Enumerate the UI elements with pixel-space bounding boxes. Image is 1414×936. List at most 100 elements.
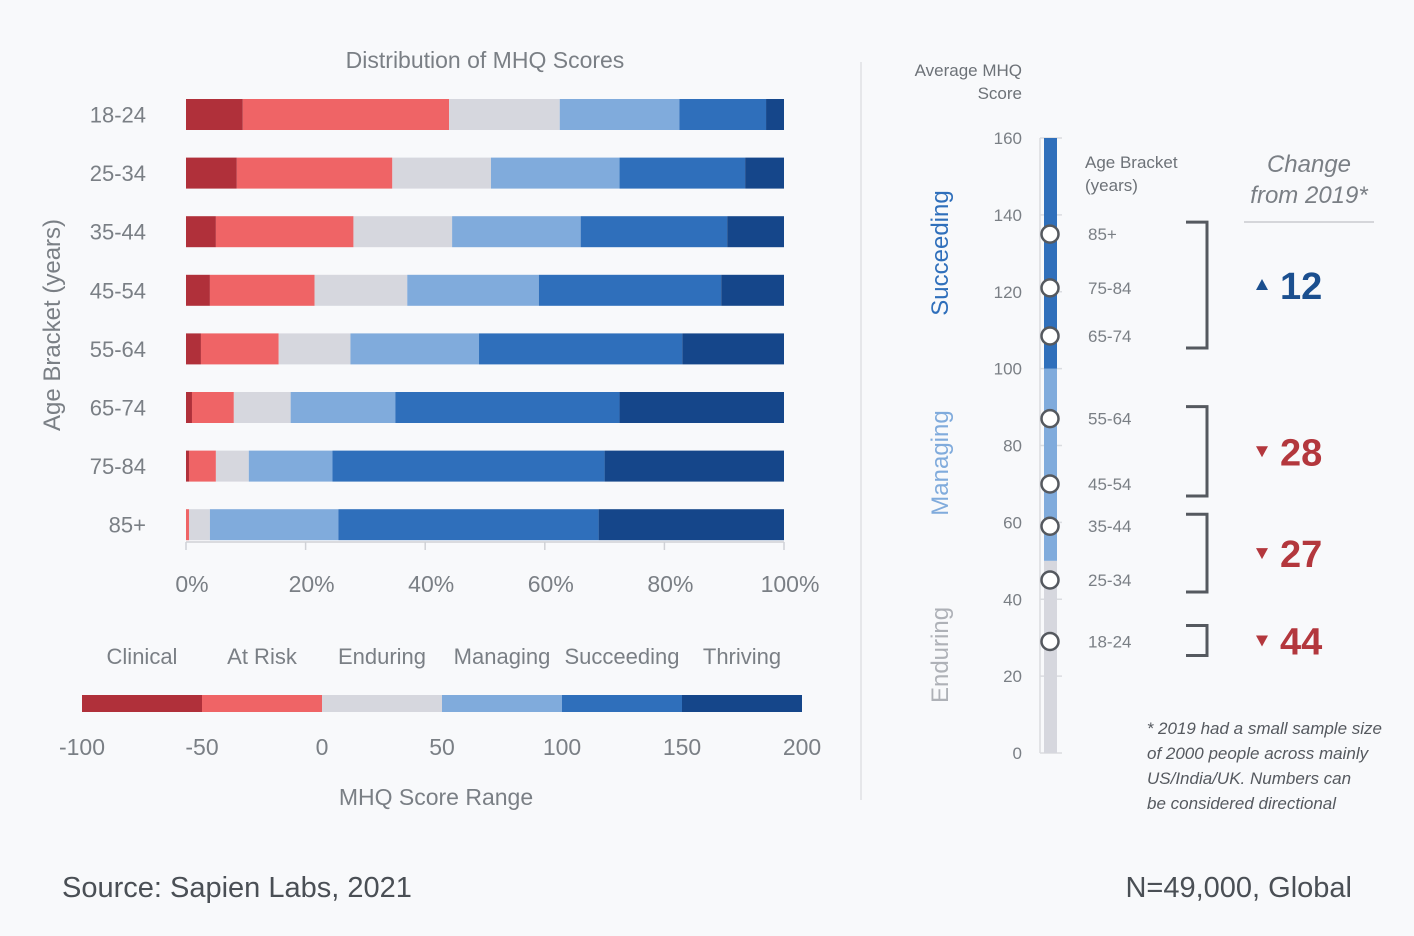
change-value: 44: [1280, 622, 1322, 664]
score-point: [1040, 570, 1060, 590]
bar-segment-managing: [248, 450, 333, 482]
bar-segment-thriving: [766, 99, 784, 130]
y-tick-label: 80: [1003, 437, 1022, 456]
change-bracket: [1186, 512, 1209, 594]
score-point-label: 75-84: [1088, 279, 1131, 298]
age-bracket-label: 35-44: [90, 220, 146, 245]
y-tick-label: 140: [994, 206, 1022, 225]
sample-text: N=49,000, Global: [1125, 872, 1352, 904]
score-point: [1040, 224, 1060, 244]
x-tick-label: 20%: [289, 571, 335, 597]
band-label-enduring: Enduring: [927, 607, 954, 703]
bar-segment-clinical: [186, 99, 243, 130]
dist-ylabel: Age Bracket (years): [39, 219, 66, 431]
score-point: [1040, 516, 1060, 536]
legend-label: Thriving: [703, 644, 781, 669]
score-point-label: 18-24: [1088, 633, 1131, 652]
legend-label: Managing: [454, 644, 551, 669]
dist-title: Distribution of MHQ Scores: [346, 47, 625, 73]
y-tick-label: 60: [1003, 513, 1022, 532]
bar-segment-thriving: [619, 392, 784, 423]
footnote: * 2019 had a small sample size of 2000 p…: [1147, 719, 1382, 813]
bar-segment-clinical: [186, 333, 201, 365]
y-tick-label: 160: [994, 129, 1022, 148]
score-point-label: 45-54: [1088, 475, 1131, 494]
bar-segment-managing: [350, 333, 480, 365]
bar-segment-enduring: [392, 157, 491, 189]
bar-segment-succeeding: [580, 216, 728, 248]
scale-segment-at-risk: [202, 695, 322, 712]
triangle-down-icon: [1256, 635, 1268, 647]
scale-segment-clinical: [82, 695, 202, 712]
score-point-label: 65-74: [1088, 327, 1131, 346]
score-point: [1040, 408, 1060, 429]
y-tick-label: 0: [1013, 744, 1022, 763]
dist-bars: 18-24 25-34 35-44 45-54 55-64 65-74 75-84 85+: [90, 99, 784, 541]
y-tick-label: 40: [1003, 590, 1022, 609]
bar-segment-enduring: [188, 509, 210, 541]
scale-tick-label: 50: [429, 734, 455, 760]
score-point-label: 25-34: [1088, 571, 1131, 590]
bar-segment-at-risk: [188, 450, 216, 482]
scale-tick-label: 150: [663, 734, 701, 760]
bar-segment-succeeding: [332, 450, 605, 482]
age-bracket-label: 65-74: [90, 396, 146, 421]
scale-segment-thriving: [682, 695, 802, 712]
age-bracket-label: 85+: [109, 513, 146, 538]
bar-segment-clinical: [186, 216, 216, 248]
bar-segment-at-risk: [191, 392, 234, 423]
category-legend: Clinical At Risk Enduring Managing Succeedin…: [107, 644, 782, 669]
bar-segment-managing: [407, 274, 539, 306]
score-range-label: MHQ Score Range: [339, 784, 533, 810]
bar-segment-enduring: [278, 333, 351, 365]
avg-y-axis: 0 20 40 60 80 100 120 140 160: [994, 129, 1062, 763]
footnote-line: of 2000 people across mainly: [1147, 744, 1370, 763]
x-tick-label: 0%: [175, 571, 208, 597]
age-bracket-label: 45-54: [90, 278, 146, 303]
change-header-line1: Change: [1267, 151, 1351, 178]
bar-segment-thriving: [604, 450, 784, 482]
avg-score-points: 85+ 75-84 65-74 55-64 45-54 35-44 25-34 18-24: [1040, 224, 1131, 652]
legend-label: Enduring: [338, 644, 426, 669]
age-bracket-label: 18-24: [90, 103, 146, 128]
bar-segment-enduring: [233, 392, 291, 423]
bar-segment-at-risk: [200, 333, 279, 365]
age-bracket-label: 75-84: [90, 454, 146, 479]
bar-segment-succeeding: [338, 509, 599, 541]
x-tick-label: 40%: [408, 571, 454, 597]
band-label-succeeding: Succeeding: [927, 190, 954, 315]
age-header-line2: (years): [1085, 176, 1138, 195]
bar-segment-enduring: [314, 274, 408, 306]
x-tick-label: 80%: [647, 571, 693, 597]
band-label-managing: Managing: [927, 410, 954, 515]
dist-x-axis: 0% 20% 40% 60% 80% 100%: [175, 541, 819, 597]
bar-segment-managing: [559, 99, 680, 130]
score-point: [1040, 474, 1060, 494]
triangle-down-icon: [1256, 548, 1268, 560]
bar-segment-clinical: [186, 392, 192, 423]
y-tick-label: 120: [994, 283, 1022, 302]
scale-segment-succeeding: [562, 695, 682, 712]
score-point: [1040, 326, 1060, 346]
bar-segment-clinical: [186, 450, 189, 482]
source-text: Source: Sapien Labs, 2021: [62, 872, 412, 904]
bar-segment-thriving: [682, 333, 784, 365]
scale-tick-label: 200: [783, 734, 821, 760]
scale-tick-label: 0: [316, 734, 329, 760]
footnote-line: US/India/UK. Numbers can: [1147, 769, 1351, 788]
bar-segment-clinical: [186, 157, 237, 189]
triangle-up-icon: [1256, 279, 1268, 291]
avg-title-line1: Average MHQ: [915, 61, 1022, 80]
bar-segment-at-risk: [236, 157, 393, 189]
avg-title-line2: Score: [978, 84, 1022, 103]
scale-segment-managing: [442, 695, 562, 712]
bar-segment-succeeding: [479, 333, 683, 365]
x-tick-label: 60%: [528, 571, 574, 597]
triangle-down-icon: [1256, 446, 1268, 458]
bar-segment-at-risk: [186, 509, 189, 541]
bar-segment-enduring: [215, 450, 249, 482]
change-bracket: [1186, 405, 1209, 498]
footnote-line: * 2019 had a small sample size: [1147, 719, 1382, 738]
